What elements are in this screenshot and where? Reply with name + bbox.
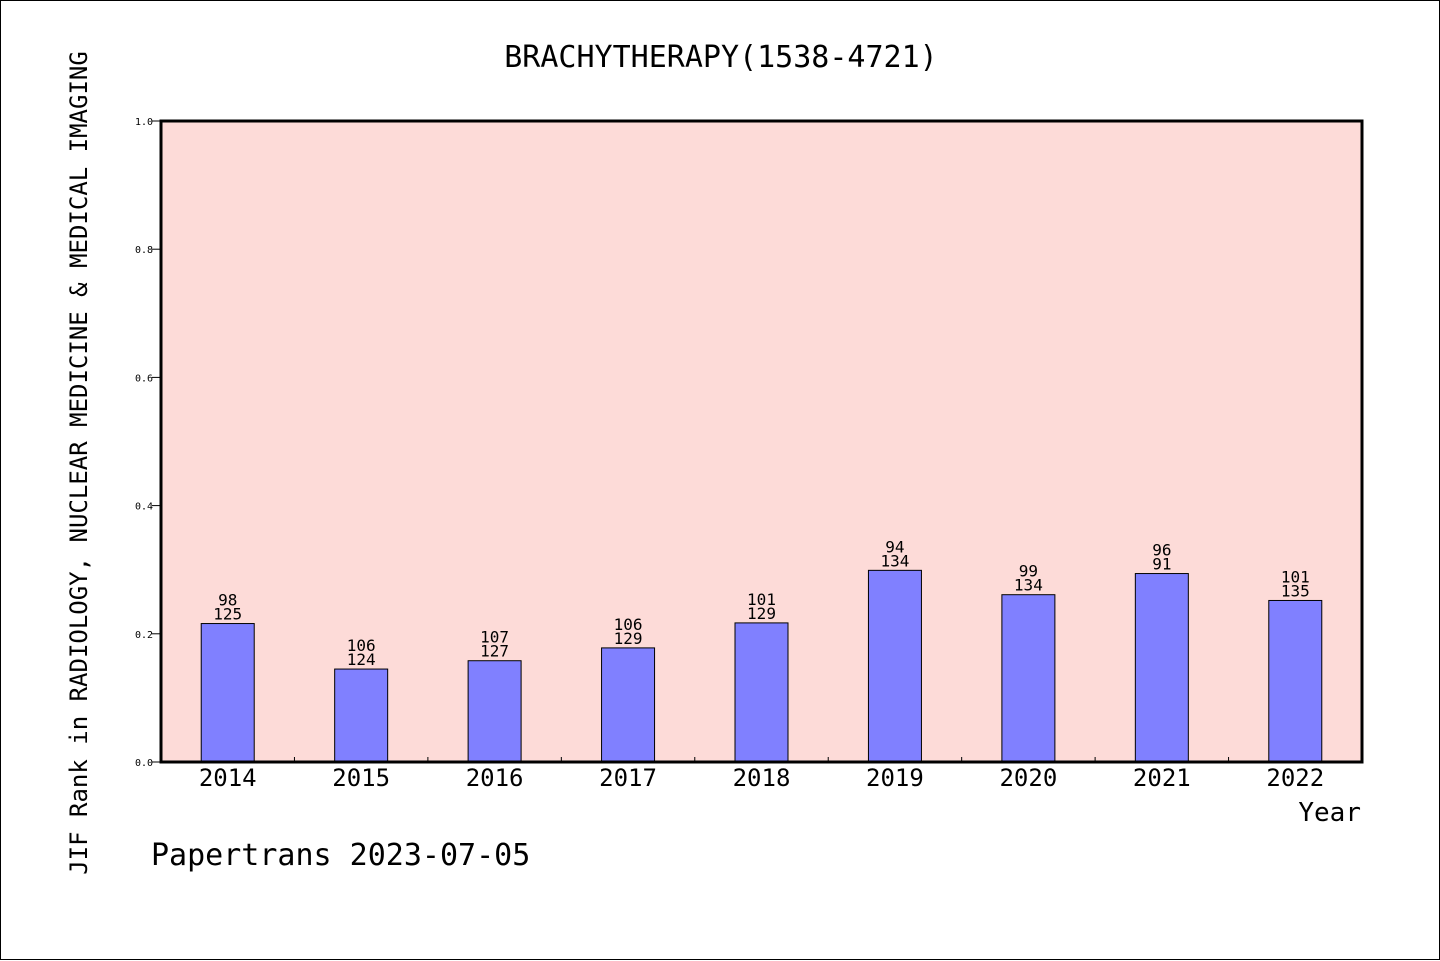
- bar-total-label: 134: [880, 551, 909, 570]
- footer-watermark: Papertrans 2023-07-05: [151, 838, 530, 873]
- bar-rank-label: 107: [480, 628, 509, 647]
- plot-border: [159, 119, 1364, 764]
- x-tick-label: 2015: [332, 764, 390, 792]
- bar-2015: [334, 668, 389, 763]
- x-tick-label: 2021: [1133, 764, 1191, 792]
- x-axis-label: Year: [1298, 798, 1361, 828]
- bar-rank-label: 106: [347, 636, 376, 655]
- y-tick-label: 0.4: [135, 502, 153, 513]
- chart-title: BRACHYTHERAPY(1538-4721): [504, 40, 937, 75]
- y-tick-label: 0.6: [135, 373, 153, 384]
- y-tick-label: 0.2: [135, 630, 153, 641]
- bar-2017: [601, 647, 656, 763]
- x-tick-label: 2014: [199, 764, 257, 792]
- bars-group: 9812510612410712710612910112994134991349…: [200, 537, 1323, 763]
- x-tick-label: 2018: [733, 764, 791, 792]
- bar-2014: [200, 623, 255, 763]
- bar-total-label: 125: [213, 605, 242, 624]
- bar-total-label: 129: [614, 629, 643, 648]
- x-tick-label: 2019: [866, 764, 924, 792]
- bar-total-label: 134: [1014, 576, 1043, 595]
- bar-rank-label: 101: [1281, 567, 1310, 586]
- y-axis-ticks: 0.0 0.2 0.4 0.6 0.8 1.0: [135, 117, 161, 769]
- bar-rank-label: 98: [218, 591, 237, 610]
- bar-total-label: 124: [347, 650, 376, 669]
- x-tick-label: 2016: [466, 764, 524, 792]
- y-axis-label: JIF Rank in RADIOLOGY, NUCLEAR MEDICINE …: [65, 51, 93, 875]
- bar-2022: [1268, 599, 1323, 763]
- x-tick-label: 2022: [1266, 764, 1324, 792]
- bar-2019: [867, 569, 922, 763]
- bar-total-label: 129: [747, 604, 776, 623]
- x-tick-label: 2020: [999, 764, 1057, 792]
- bar-2016: [467, 660, 522, 763]
- bar-total-label: 91: [1152, 555, 1171, 574]
- bar-rank-label: 94: [885, 537, 904, 556]
- bar-rank-label: 99: [1019, 562, 1038, 581]
- y-tick-label: 0.0: [135, 758, 153, 769]
- bar-2020: [1001, 594, 1056, 763]
- bar-rank-label: 101: [747, 590, 776, 609]
- x-tick-label: 2017: [599, 764, 657, 792]
- y-tick-label: 1.0: [135, 117, 153, 128]
- bar-total-label: 127: [480, 642, 509, 661]
- y-tick-label: 0.8: [135, 245, 153, 256]
- x-axis-ticks: 2014 2015 2016 2017 2018 2019 2020 2021 2022: [199, 757, 1324, 792]
- bar-2018: [734, 622, 789, 763]
- bar-rank-label: 106: [614, 615, 643, 634]
- bar-total-label: 135: [1281, 581, 1310, 600]
- bar-2021: [1134, 573, 1189, 763]
- bar-rank-label: 96: [1152, 541, 1171, 560]
